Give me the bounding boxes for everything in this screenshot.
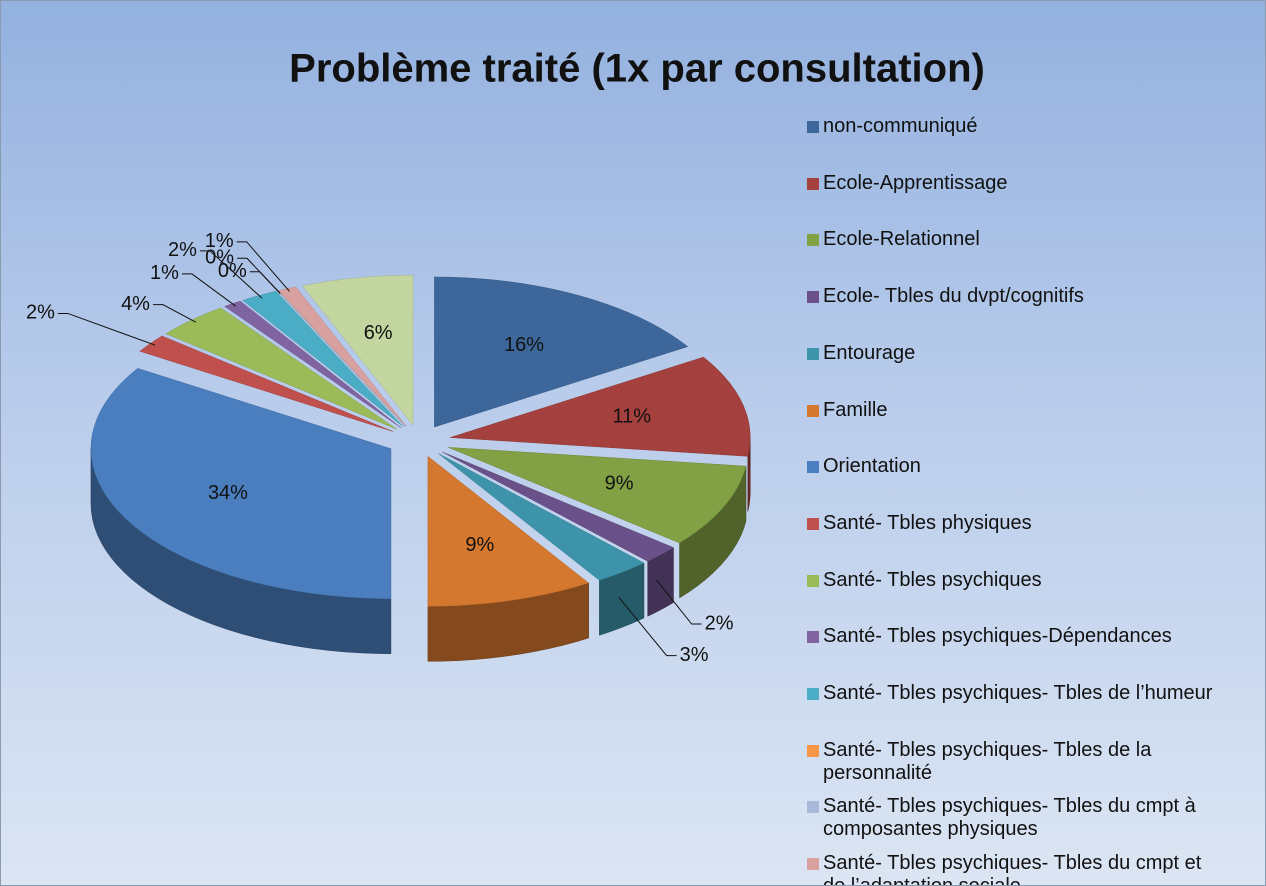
data-labels: 16%11%9%2%3%9%34%2% 4%1%2%0%0%1%6% bbox=[26, 230, 734, 666]
leader-line bbox=[57, 312, 156, 346]
leader-line bbox=[152, 304, 197, 323]
legend-item: Santé- Tbles psychiques- Tbles du cmpt à… bbox=[807, 795, 1217, 841]
data-label: 9% bbox=[465, 534, 494, 556]
slice bbox=[302, 275, 414, 427]
legend-label: Santé- Tbles psychiques- Tbles du cmpt à… bbox=[823, 795, 1196, 841]
legend-label: Ecole- Tbles du dvpt/cognitifs bbox=[823, 285, 1084, 308]
data-label: 1% bbox=[205, 230, 234, 252]
legend-swatch bbox=[807, 347, 819, 360]
leader-line bbox=[199, 250, 263, 299]
slice bbox=[442, 451, 675, 562]
legend-label: Santé- Tbles psychiques-Dépendances bbox=[823, 625, 1172, 648]
slice bbox=[90, 368, 392, 599]
legend-swatch bbox=[807, 461, 819, 474]
leader-line bbox=[656, 579, 702, 625]
data-label: 11% bbox=[612, 406, 651, 428]
legend-swatch bbox=[807, 291, 819, 304]
legend-label: Entourage bbox=[823, 341, 916, 364]
legend-item: Famille bbox=[807, 399, 1217, 422]
legend-label: Santé- Tbles psychiques bbox=[823, 568, 1042, 591]
legend-item: Santé- Tbles psychiques- Tbles de la per… bbox=[807, 739, 1217, 785]
legend-label: Famille bbox=[823, 398, 888, 421]
data-label: 6% bbox=[364, 322, 393, 344]
slice bbox=[434, 276, 689, 428]
legend-label: Orientation bbox=[823, 455, 921, 478]
legend-swatch bbox=[807, 574, 819, 587]
legend-item: Entourage bbox=[807, 342, 1217, 365]
legend-item: Ecole-Apprentissage bbox=[807, 172, 1217, 195]
legend-swatch bbox=[807, 517, 819, 530]
chart-title: Problème traité (1x par consultation) bbox=[289, 47, 985, 91]
data-label: 3% bbox=[680, 644, 709, 666]
legend-label: Santé- Tbles physiques bbox=[823, 511, 1032, 534]
legend-label: Ecole-Apprentissage bbox=[823, 171, 1008, 194]
legend-item: Santé- Tbles psychiques-Dépendances bbox=[807, 625, 1217, 648]
leader-line bbox=[181, 273, 237, 307]
legend-swatch bbox=[807, 234, 819, 247]
slice bbox=[427, 455, 590, 607]
legend-swatch bbox=[807, 688, 819, 700]
slice-tops bbox=[90, 275, 751, 607]
data-label: 34% bbox=[208, 482, 248, 504]
slice bbox=[438, 453, 645, 581]
data-label: 0% bbox=[218, 260, 247, 282]
legend-item: non-communiqué bbox=[807, 115, 1217, 138]
legend-item: Ecole-Relationnel bbox=[807, 228, 1217, 251]
slice bbox=[450, 356, 751, 457]
slice bbox=[448, 447, 747, 544]
legend-label: Ecole-Relationnel bbox=[823, 228, 980, 251]
legend-swatch bbox=[807, 631, 819, 644]
legend-swatch bbox=[807, 121, 819, 133]
legend-label: Santé- Tbles psychiques- Tbles de la per… bbox=[823, 738, 1152, 784]
legend-swatch bbox=[807, 177, 819, 190]
legend-swatch bbox=[807, 801, 819, 814]
legend-label: Santé- Tbles psychiques- Tbles du cmpt e… bbox=[823, 852, 1202, 885]
slice-sides bbox=[90, 437, 751, 662]
data-label: 2% bbox=[168, 239, 197, 261]
legend-item: Santé- Tbles psychiques- Tbles de l’hume… bbox=[807, 682, 1217, 705]
legend-label: Santé- Tbles psychiques- Tbles de l’hume… bbox=[823, 682, 1213, 704]
data-label: 1% bbox=[150, 262, 179, 284]
legend-item: Santé- Tbles psychiques- Tbles du cmpt e… bbox=[807, 852, 1217, 885]
data-label: 16% bbox=[504, 334, 544, 356]
leader-line bbox=[236, 257, 281, 294]
data-label: 9% bbox=[605, 473, 634, 495]
leader-line bbox=[236, 241, 290, 292]
data-label: 2% bbox=[705, 612, 734, 634]
leader-line bbox=[618, 596, 677, 657]
legend-label: non-communiqué bbox=[823, 115, 978, 137]
legend-item: Orientation bbox=[807, 455, 1217, 478]
legend-swatch bbox=[807, 744, 819, 757]
legend-item: Santé- Tbles physiques bbox=[807, 512, 1217, 535]
legend-item: Ecole- Tbles du dvpt/cognitifs bbox=[807, 285, 1217, 308]
legend-item: Santé- Tbles psychiques bbox=[807, 569, 1217, 592]
legend-swatch bbox=[807, 858, 819, 871]
data-label: 4% bbox=[121, 293, 150, 315]
data-label: 2% bbox=[26, 302, 55, 324]
data-label: 0% bbox=[205, 247, 234, 269]
legend-swatch bbox=[807, 404, 819, 417]
